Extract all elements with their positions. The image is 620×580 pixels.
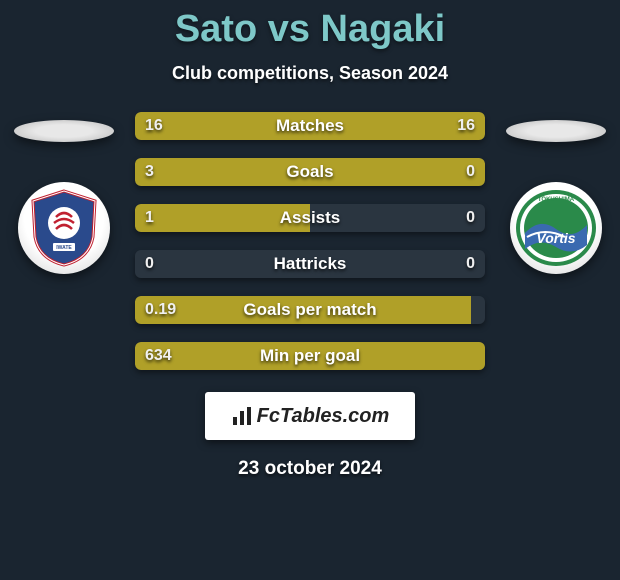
footer-logo: FcTables.com bbox=[205, 392, 415, 440]
stat-value-right: 0 bbox=[466, 163, 475, 181]
stat-label: Matches bbox=[276, 116, 344, 136]
stat-value-right: 0 bbox=[466, 209, 475, 227]
svg-text:IWATE: IWATE bbox=[56, 245, 72, 251]
svg-text:Vortis: Vortis bbox=[536, 230, 575, 246]
shield-icon: IWATE bbox=[29, 189, 99, 267]
page-subtitle: Club competitions, Season 2024 bbox=[0, 63, 620, 84]
stat-label: Goals per match bbox=[243, 300, 376, 320]
stats-column: 16 Matches 16 3 Goals 0 1 Assists 0 0 Hattricks 0 0.… bbox=[135, 112, 485, 370]
player-avatar-placeholder-right bbox=[506, 120, 606, 142]
stat-value-left: 16 bbox=[145, 117, 163, 135]
stat-value-left: 0 bbox=[145, 255, 154, 273]
svg-text:TOKUSHIMA: TOKUSHIMA bbox=[538, 197, 575, 203]
club-badge-right: TOKUSHIMA Vortis bbox=[510, 182, 602, 274]
main-row: IWATE 16 Matches 16 3 Goals 0 1 Assists 0 0 Hattri… bbox=[0, 112, 620, 370]
stat-row: 1 Assists 0 bbox=[135, 204, 485, 232]
stat-value-left: 1 bbox=[145, 209, 154, 227]
stat-row: 16 Matches 16 bbox=[135, 112, 485, 140]
stat-row: 3 Goals 0 bbox=[135, 158, 485, 186]
stat-label: Min per goal bbox=[260, 346, 360, 366]
stat-label: Assists bbox=[280, 208, 340, 228]
stat-value-left: 3 bbox=[145, 163, 154, 181]
stat-bar-left bbox=[135, 158, 401, 186]
club-badge-left: IWATE bbox=[18, 182, 110, 274]
stat-row: 0.19 Goals per match bbox=[135, 296, 485, 324]
stat-value-left: 0.19 bbox=[145, 301, 176, 319]
stat-label: Goals bbox=[286, 162, 333, 182]
footer-date: 23 october 2024 bbox=[0, 458, 620, 480]
chart-icon bbox=[231, 405, 253, 427]
left-player-col: IWATE bbox=[9, 112, 119, 274]
footer-logo-text: FcTables.com bbox=[257, 405, 390, 428]
stat-value-right: 0 bbox=[466, 255, 475, 273]
page-title: Sato vs Nagaki bbox=[0, 8, 620, 51]
vortis-badge-icon: TOKUSHIMA Vortis bbox=[515, 187, 597, 269]
stat-value-right: 16 bbox=[457, 117, 475, 135]
stat-label: Hattricks bbox=[274, 254, 347, 274]
right-player-col: TOKUSHIMA Vortis bbox=[501, 112, 611, 274]
infographic-container: Sato vs Nagaki Club competitions, Season… bbox=[0, 0, 620, 480]
player-avatar-placeholder-left bbox=[14, 120, 114, 142]
stat-row: 634 Min per goal bbox=[135, 342, 485, 370]
stat-row: 0 Hattricks 0 bbox=[135, 250, 485, 278]
stat-value-left: 634 bbox=[145, 347, 172, 365]
